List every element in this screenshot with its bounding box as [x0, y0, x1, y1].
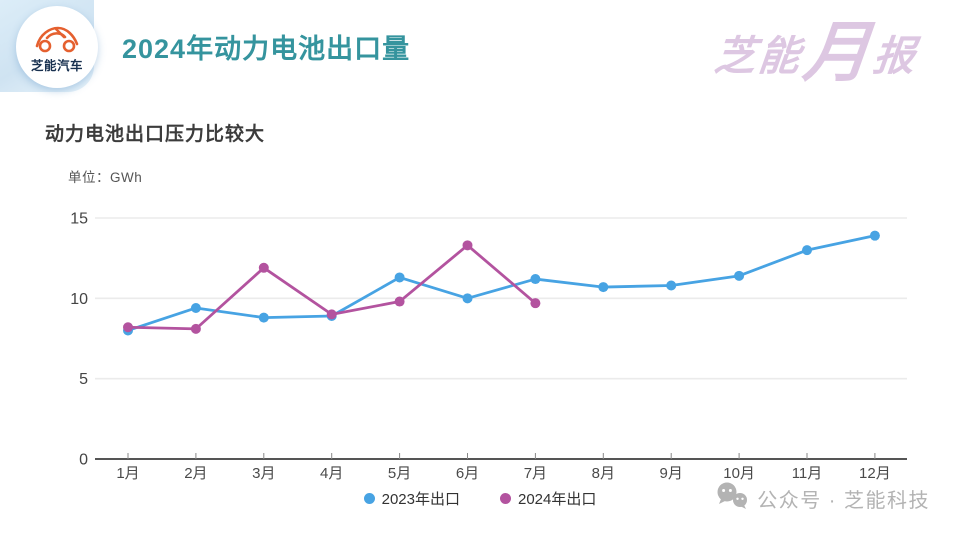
car-logo-icon [34, 20, 80, 54]
footer-wechat-label: 公众号 · 芝能科技 [757, 490, 930, 512]
svg-text:10: 10 [70, 291, 88, 308]
svg-text:6月: 6月 [456, 465, 479, 482]
wechat-icon [715, 482, 749, 515]
footer-brand: 公众号 · 芝能科技 [715, 482, 930, 515]
chart-subtitle: 动力电池出口压力比较大 [45, 124, 266, 145]
page-title: 2024年动力电池出口量 [122, 34, 411, 64]
company-logo: 芝能汽车 [16, 6, 98, 88]
unit-label: 单位：GWh [68, 170, 143, 185]
svg-text:2月: 2月 [184, 465, 207, 482]
svg-text:3月: 3月 [252, 465, 275, 482]
svg-text:7月: 7月 [524, 465, 547, 482]
svg-text:11月: 11月 [792, 465, 823, 482]
svg-text:9月: 9月 [660, 465, 683, 482]
legend-dot-2023 [363, 493, 375, 504]
svg-text:12月: 12月 [859, 465, 891, 482]
legend-item-2024: 2024年出口 [500, 488, 596, 509]
svg-text:10月: 10月 [723, 465, 755, 482]
svg-text:5月: 5月 [388, 465, 411, 482]
svg-text:1月: 1月 [116, 465, 139, 482]
svg-text:8月: 8月 [592, 465, 615, 482]
legend-label-2023: 2023年出口 [381, 491, 460, 508]
logo-badge-text: 芝能汽车 [30, 59, 83, 73]
svg-text:0: 0 [79, 452, 88, 469]
svg-text:5: 5 [79, 371, 88, 388]
legend-dot-2024 [500, 493, 511, 504]
chart-legend: 2023年出口 2024年出口 [0, 488, 960, 509]
svg-text:4月: 4月 [320, 465, 343, 482]
svg-text:15: 15 [70, 211, 88, 228]
legend-item-2023: 2023年出口 [363, 488, 460, 509]
legend-label-2024: 2024年出口 [518, 491, 597, 508]
